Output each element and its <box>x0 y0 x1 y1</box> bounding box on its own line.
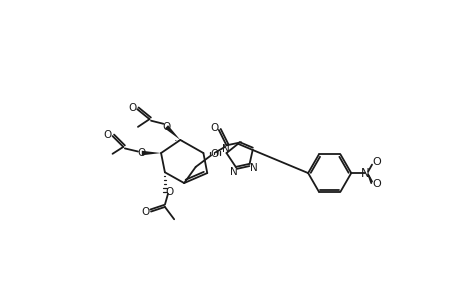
Text: O: O <box>104 130 112 140</box>
Text: O: O <box>165 187 174 197</box>
Text: O: O <box>210 149 218 159</box>
Text: O: O <box>141 207 150 217</box>
Text: O: O <box>371 157 380 167</box>
Text: O: O <box>128 103 136 113</box>
Text: O: O <box>371 179 380 189</box>
Text: N: N <box>360 167 369 180</box>
Text: O: O <box>137 148 146 158</box>
Polygon shape <box>141 151 161 155</box>
Text: N: N <box>249 163 257 173</box>
Polygon shape <box>164 125 180 140</box>
Text: O: O <box>162 122 170 132</box>
Text: ···: ··· <box>173 136 184 146</box>
Text: N: N <box>221 144 229 154</box>
Text: N: N <box>230 167 238 177</box>
Text: O: O <box>210 123 218 134</box>
